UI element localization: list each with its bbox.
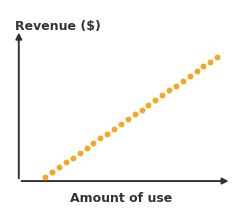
Point — [208, 60, 212, 63]
Point — [215, 55, 219, 59]
Point — [188, 74, 192, 78]
Point — [201, 65, 205, 68]
Text: Revenue ($): Revenue ($) — [15, 20, 101, 33]
Point — [78, 151, 82, 154]
Point — [85, 146, 88, 150]
Point — [64, 161, 68, 164]
Point — [147, 103, 150, 106]
Point — [57, 166, 61, 169]
Point — [195, 70, 198, 73]
Point — [92, 141, 95, 145]
Point — [105, 132, 109, 135]
Point — [50, 170, 54, 174]
Point — [43, 175, 47, 178]
Point — [133, 113, 137, 116]
Point — [160, 94, 164, 97]
Point — [98, 137, 102, 140]
Point — [140, 108, 143, 111]
Point — [174, 84, 178, 87]
Point — [119, 122, 123, 126]
Point — [71, 156, 75, 159]
Point — [153, 98, 157, 102]
Point — [181, 79, 185, 83]
Point — [167, 89, 171, 92]
Point — [126, 118, 130, 121]
Text: Amount of use: Amount of use — [70, 193, 172, 206]
Point — [112, 127, 116, 131]
